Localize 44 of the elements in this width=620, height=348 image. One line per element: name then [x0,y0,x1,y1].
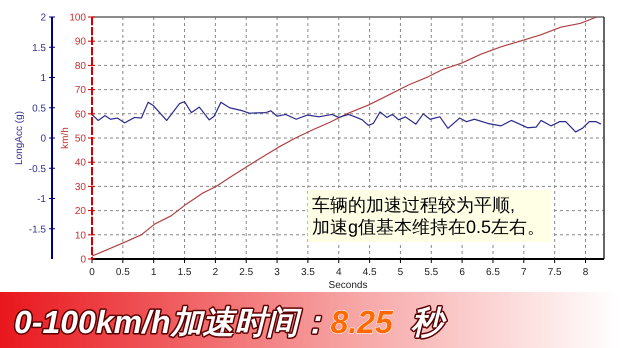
y2-tick-label: 1.5 [32,42,46,54]
x-tick-label: 0 [89,267,96,278]
y-tick-label: 30 [74,182,86,193]
x-tick-label: 1.5 [178,267,192,278]
x-tick-label: 2 [212,267,219,278]
y2-tick-label: 1 [40,73,46,84]
x-tick-label: 7.5 [548,267,562,278]
y2-axis-title: LongAcc (g) [14,111,25,165]
x-tick-label: 8 [582,267,589,278]
y-tick-label: 100 [69,12,86,24]
y2-tick-label: -1 [37,194,46,205]
x-tick-label: 2.5 [239,267,254,278]
text: 8.25 秒 [330,304,447,340]
annotation: 车辆的加速过程较为平顺, 加速g值基本维持在0.5左右。 [312,195,546,237]
x-tick-label: 3.5 [300,267,316,278]
x-tick-label: 6 [459,267,466,278]
y2-tick-label: -1.5 [28,224,46,236]
line-series [91,101,602,133]
x-tick-label: 5 [398,267,404,278]
y-tick-label: 20 [74,206,86,218]
y-axis-title: km/h [60,127,71,149]
x-tick-label: 6.5 [486,267,500,278]
y2-tick-label: 2 [40,12,46,24]
x-tick-label: 4.5 [362,267,377,278]
y2-tick-label: -0.5 [28,164,46,175]
y2-tick-label: 0.5 [32,103,46,114]
x-axis-title: Seconds [328,280,368,291]
x-tick-label: 3 [274,267,280,278]
x-tick-label: 7 [521,267,528,278]
y-tick-label: 60 [74,109,86,120]
x-tick-label: 0.5 [116,267,130,278]
y-tick-label: 80 [74,60,86,72]
line-series [91,16,598,257]
x-tick-label: 4 [336,267,342,278]
text: 0-100km/h加速时间： [14,304,331,340]
y-tick-label: 50 [74,134,86,144]
y2-tick-label: 0 [40,134,46,144]
y-tick-label: 40 [74,158,86,169]
x-tick-label: 1 [150,267,157,278]
y-tick-label: 0 [80,254,86,266]
y-tick-label: 70 [74,85,86,96]
x-tick-label: 5.5 [424,267,439,278]
y-tick-label: 10 [74,230,86,242]
y-tick-label: 90 [74,36,86,48]
